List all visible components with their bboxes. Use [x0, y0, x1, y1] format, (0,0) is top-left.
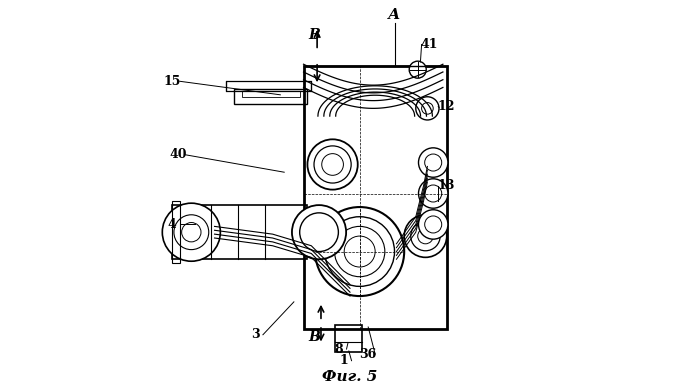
Text: 4: 4	[167, 218, 176, 231]
Circle shape	[416, 97, 439, 120]
Text: Фиг. 5: Фиг. 5	[322, 370, 378, 384]
Bar	[226, 81, 312, 91]
Text: 15: 15	[163, 75, 181, 88]
Bar	[304, 66, 447, 329]
Bar	[234, 89, 307, 104]
Bar	[335, 325, 362, 352]
Bar	[172, 205, 307, 259]
Circle shape	[404, 215, 447, 257]
Circle shape	[307, 139, 358, 190]
Circle shape	[292, 205, 346, 259]
Text: 8: 8	[335, 342, 343, 356]
Circle shape	[162, 203, 220, 261]
Text: А: А	[389, 9, 400, 22]
Text: 36: 36	[359, 348, 376, 361]
Text: 13: 13	[438, 179, 455, 192]
Text: 3: 3	[251, 328, 260, 341]
Circle shape	[410, 61, 426, 78]
Text: В: В	[308, 330, 320, 344]
Text: В: В	[308, 28, 320, 42]
Circle shape	[419, 179, 448, 208]
Text: 41: 41	[421, 38, 438, 51]
Text: 1: 1	[340, 354, 348, 367]
Bar	[172, 201, 180, 263]
Text: 12: 12	[438, 100, 455, 113]
Bar	[241, 91, 300, 97]
Text: 40: 40	[169, 148, 186, 161]
Circle shape	[419, 148, 448, 177]
Circle shape	[315, 207, 404, 296]
Circle shape	[419, 210, 448, 239]
